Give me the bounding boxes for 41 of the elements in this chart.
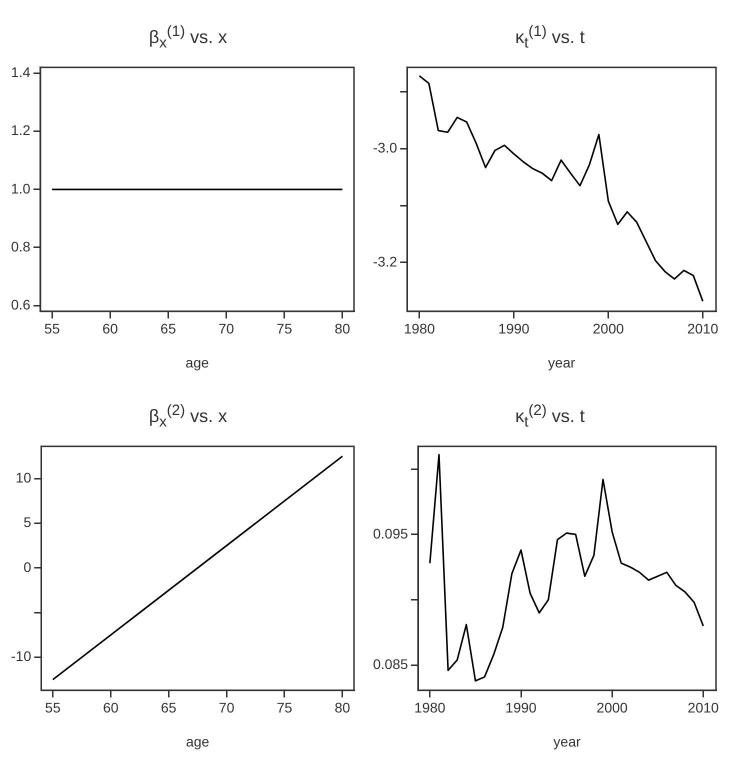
x-tick-label: 1980	[404, 320, 436, 337]
x-tick-label: 55	[45, 700, 61, 716]
y-tick-label: 0.095	[372, 525, 408, 542]
x-axis-title: age	[186, 733, 210, 750]
x-tick-label: 75	[276, 320, 292, 337]
y-tick-label: 1.2	[10, 122, 31, 138]
chart-title: β$_{x}$$^{(2)}$ vs. x	[148, 401, 228, 433]
y-tick-label: 10	[16, 469, 32, 486]
x-tick-label: 2000	[596, 700, 628, 716]
chart-title: κ$_{t}$$^{(2)}$ vs. t	[514, 401, 586, 433]
y-tick-label: 0.8	[10, 238, 31, 254]
x-tick-label: 1990	[498, 320, 530, 337]
y-tick-label: 1.0	[10, 180, 31, 196]
y-tick-label: -3.2	[373, 253, 398, 270]
x-tick-label: 75	[276, 700, 292, 716]
y-tick-label: 0.6	[10, 296, 31, 312]
x-tick-label: 2000	[592, 320, 624, 337]
x-axis-title: age	[186, 354, 210, 370]
x-tick-label: 65	[160, 320, 176, 337]
chart-title: β$_{x}$$^{(1)}$ vs. x	[148, 22, 228, 54]
x-tick-label: 55	[44, 320, 60, 337]
x-tick-label: 60	[102, 700, 119, 716]
y-tick-label: -10	[11, 648, 32, 664]
x-tick-label: 1990	[505, 700, 537, 716]
x-tick-label: 65	[160, 700, 177, 716]
y-tick-label: -3.0	[373, 140, 398, 156]
y-tick-label: 0	[23, 558, 32, 575]
x-tick-label: 2010	[688, 700, 720, 716]
y-tick-label: 5	[23, 514, 32, 530]
x-tick-label: 80	[334, 700, 350, 716]
y-tick-label: 0.085	[372, 656, 408, 672]
x-tick-label: 60	[102, 320, 118, 337]
x-axis-title: year	[553, 733, 581, 750]
x-axis-title: year	[548, 354, 576, 370]
x-tick-label: 1980	[414, 700, 446, 716]
x-tick-label: 80	[334, 320, 350, 337]
chart-title: κ$_{t}$$^{(1)}$ vs. t	[514, 22, 586, 54]
x-tick-label: 2010	[687, 320, 719, 337]
x-tick-label: 70	[218, 320, 234, 337]
y-tick-label: 1.4	[10, 64, 31, 80]
x-tick-label: 70	[218, 700, 235, 716]
